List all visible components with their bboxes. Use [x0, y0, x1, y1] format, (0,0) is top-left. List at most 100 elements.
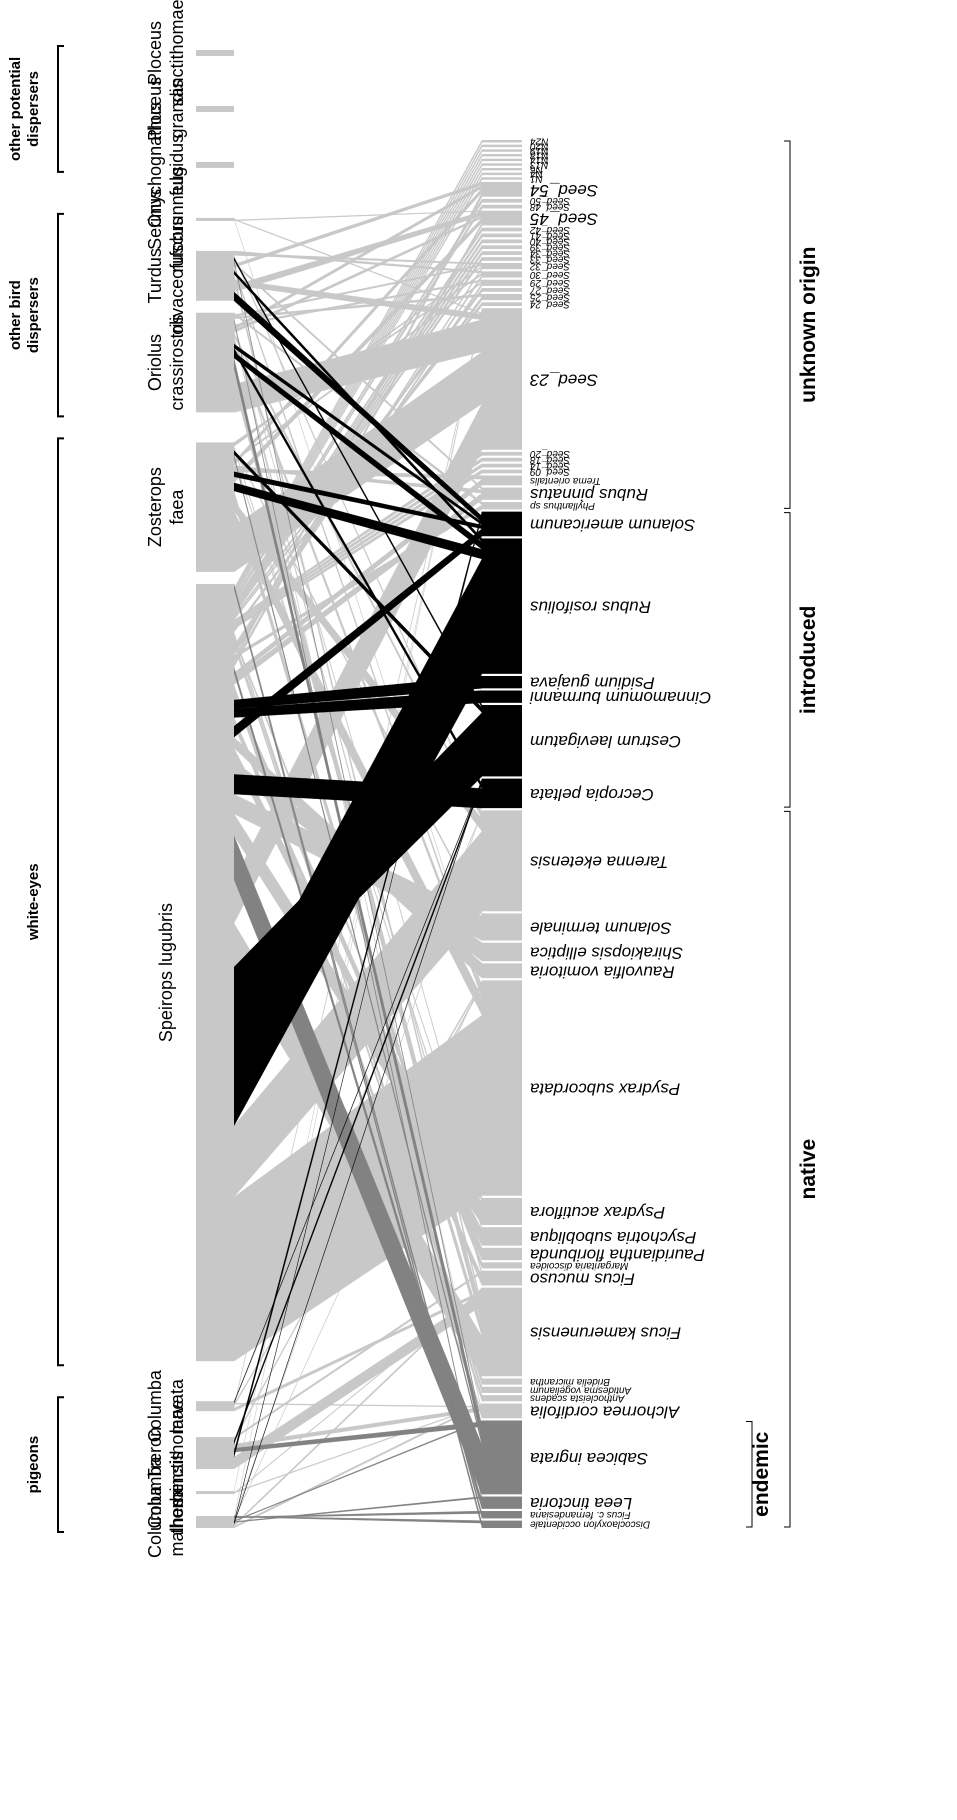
- bird-bar-columba-larvata: [196, 1401, 234, 1412]
- link-columba-malherbi-discoclaoxylon-occidentale: [233, 1515, 483, 1524]
- plant-bar-seed-42: [482, 227, 522, 232]
- link-columba-thomensis-alchornea-cordifolia: [233, 1405, 483, 1494]
- plant-label-psydrax-acutiflora: Psydrax acutiflora: [530, 1203, 665, 1222]
- plant-bar-seed-27: [482, 288, 522, 292]
- bird-label-onychognathus-fulgidus: Onychognathus fulgidus: [145, 102, 187, 228]
- plant-bar-seed-40: [482, 239, 522, 244]
- plant-bar-seed-29: [482, 279, 522, 286]
- plant-label-seed-39: Seed_39: [530, 242, 570, 253]
- bird-label-oriolus-crassirostris: Oriolus crassirostris: [145, 315, 187, 411]
- plant-bar-seed-18: [482, 457, 522, 462]
- plant-label-n18: N18: [530, 150, 549, 161]
- plant-label-solanum-terminale: Solanum terminale: [530, 918, 672, 937]
- plant-bar-solanum-americanum: [482, 511, 522, 537]
- plant-label-seed-23: Seed_23: [529, 370, 598, 389]
- plant-bar-trema-orientalis: [482, 475, 522, 486]
- plant-bar-rubus-rosifolius: [482, 538, 522, 674]
- origin-label-unknown-origin: unknown origin: [797, 247, 820, 403]
- plant-label-ficus-c-fernandesiana: Ficus c. fernandesiana: [530, 1509, 631, 1520]
- plant-label-psidium-guajava: Psidium guajava: [530, 674, 655, 693]
- origin-label-introduced: introduced: [797, 606, 820, 715]
- plant-label-tarenna-eketensis: Tarenna eketensis: [530, 852, 669, 871]
- plant-label-n14: N14: [530, 154, 549, 165]
- plant-label-rubus-rosifolius: Rubus rosifolius: [530, 598, 651, 617]
- bird-label-ploceus-sanctithomae: Ploceus sanctithomae: [145, 0, 187, 106]
- plant-label-seed-42: Seed_42: [530, 224, 570, 235]
- plant-bar-seed-30: [482, 271, 522, 278]
- plant-label-anthocleista-scadens: Anthocleista scadens: [530, 1393, 626, 1404]
- plant-bar-n6: [482, 167, 522, 171]
- bird-label-treron-sanctithomae: Treron sanctithomae: [145, 1400, 187, 1507]
- plant-label-ficus-mucuso: Ficus mucuso: [530, 1270, 635, 1289]
- plant-label-margaritaria-discoidea: Margaritaria discoidea: [530, 1260, 629, 1271]
- plant-label-seed-45: Seed_45: [529, 210, 598, 229]
- group-label-pigeons: pigeons: [25, 1436, 42, 1494]
- bird-bar-treron-sanctithomae: [196, 1437, 234, 1470]
- plant-bar-seed-41: [482, 233, 522, 238]
- bracket-unknown-origin: [784, 140, 791, 509]
- plant-label-pauridiantha-floribunda: Pauridiantha floribunda: [530, 1246, 705, 1265]
- plant-label-seed-18: Seed_18: [530, 454, 570, 465]
- plant-bar-solanum-terminale: [482, 913, 522, 941]
- plant-label-n13: N13: [530, 159, 549, 170]
- plant-label-shirakiopsis-elliptica: Shirakiopsis elliptica: [530, 943, 683, 962]
- plant-bar-psidium-guajava: [482, 676, 522, 689]
- plant-bar-seed-09: [482, 469, 522, 474]
- bird-label-zosterops-faea: Zosterops faea: [145, 467, 187, 547]
- plant-bar-n14: [482, 158, 522, 162]
- bird-label-columba-malherbi: Columba malherbi: [145, 1485, 187, 1558]
- bird-bar-zosterops-faea: [196, 442, 234, 572]
- plant-label-seed-29: Seed_29: [530, 277, 570, 288]
- plant-bar-rubus-pinnatus: [482, 487, 522, 500]
- plant-bar-seed-23: [482, 308, 522, 450]
- origin-label-native: native: [797, 1139, 820, 1200]
- plant-bar-seed-24: [482, 302, 522, 307]
- bracket-introduced: [784, 512, 791, 808]
- plant-label-n24: N24: [530, 136, 549, 147]
- plant-bar-phyllanthus-sp: [482, 502, 522, 510]
- plant-bar-seed-25: [482, 293, 522, 301]
- plant-label-discoclaoxylon-occidentale: Discoclaoxylon occidentale: [530, 1519, 651, 1530]
- bird-bar-ploceus-grandis: [196, 105, 234, 112]
- bird-bar-speirops-lugubris: [196, 583, 234, 1362]
- bird-bar-serinus-rufobrunneus: [196, 217, 234, 221]
- plant-bar-n20: [482, 144, 522, 148]
- plant-label-leea-tinctoria: Leea tinctoria: [530, 1494, 632, 1513]
- plant-bar-n1: [482, 177, 522, 180]
- plant-bar-alchornea-cordifolia: [482, 1403, 522, 1419]
- plant-label-seed-14: Seed_14: [530, 460, 570, 471]
- plant-bar-cinnamomum-burmanni: [482, 690, 522, 703]
- plant-label-seed-54: Seed_54: [530, 181, 598, 200]
- plant-label-cinnamomum-burmanni: Cinnamomum burmanni: [529, 688, 712, 707]
- origin-group-brackets: endemic native introduced unknown origin: [746, 140, 820, 1528]
- plant-label-seed-34: Seed_34: [530, 247, 570, 258]
- bird-bar-columba-thomensis: [196, 1491, 234, 1495]
- plant-bar-ficus-mucuso: [482, 1270, 522, 1286]
- plant-label-seed-33: Seed_33: [530, 253, 570, 264]
- plant-label-sabicea-ingrata: Sabicea ingrata: [530, 1449, 648, 1468]
- bird-label-columba-larvata: Columba larvata: [145, 1369, 187, 1442]
- bird-bars: [196, 49, 234, 1528]
- plant-bar-anthocleista-scadens: [482, 1395, 522, 1402]
- plant-bar-discoclaoxylon-occidentale: [482, 1520, 522, 1528]
- plant-label-ficus-kamerunensis: Ficus kamerunensis: [530, 1323, 682, 1342]
- plant-label-seed-32: Seed_32: [530, 260, 570, 271]
- plant-bar-n19: [482, 149, 522, 152]
- plant-bar-seed-33: [482, 257, 522, 261]
- bracket-white-eyes: [57, 437, 64, 1367]
- plant-label-alchornea-cordifolia: Alchornea cordifolia: [530, 1402, 680, 1421]
- bird-label-speirops-lugubris: Speirops lugubris: [156, 903, 176, 1042]
- plant-label-seed-30: Seed_30: [530, 269, 570, 280]
- bracket-other-potential-dispersers: [57, 44, 64, 173]
- plant-bar-tarenna-eketensis: [482, 810, 522, 912]
- bird-bar-oriolus-crassirostris: [196, 312, 234, 413]
- bracket-endemic: [746, 1420, 753, 1528]
- plant-bar-margaritaria-discoidea: [482, 1262, 522, 1269]
- plant-label-n19: N19: [530, 145, 549, 156]
- plant-bar-n13: [482, 163, 522, 166]
- bird-bar-turdus-olivaceofuscus: [196, 250, 234, 301]
- plant-bar-shirakiopsis-elliptica: [482, 942, 522, 962]
- plant-label-antidesma-vogelianum: Antidesma vogelianum: [530, 1384, 632, 1395]
